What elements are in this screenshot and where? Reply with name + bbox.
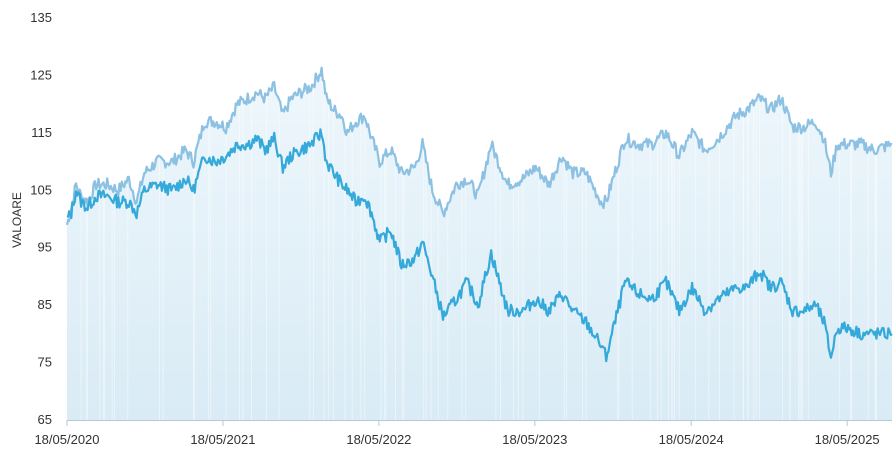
series-line-light (65, 66, 893, 226)
x-tick-label: 18/05/2024 (659, 432, 724, 447)
y-axis: 65 75 85 95 105 115 125 135 (30, 10, 52, 427)
series-group (65, 66, 893, 363)
x-tick-label: 18/05/2025 (815, 432, 880, 447)
background-stripes (80, 81, 877, 420)
y-tick-label: 65 (38, 412, 52, 427)
y-axis-label: VALOARE (10, 192, 24, 248)
y-tick-label: 85 (38, 297, 52, 312)
y-tick-label: 75 (38, 355, 52, 370)
series-line-dark (66, 128, 893, 363)
x-tick-label: 18/05/2022 (346, 432, 411, 447)
x-tick-label: 18/05/2021 (190, 432, 255, 447)
x-axis: 18/05/2020 18/05/2021 18/05/2022 18/05/2023… (34, 420, 892, 447)
y-tick-label: 105 (30, 182, 52, 197)
x-tick-label: 18/05/2023 (502, 432, 567, 447)
y-tick-label: 115 (31, 125, 52, 140)
y-tick-label: 95 (38, 240, 52, 255)
y-tick-label: 135 (30, 10, 52, 25)
area-under-light-series (67, 67, 892, 420)
area-fill (67, 67, 892, 420)
y-tick-label: 125 (30, 67, 52, 82)
x-tick-label: 18/05/2020 (34, 432, 99, 447)
